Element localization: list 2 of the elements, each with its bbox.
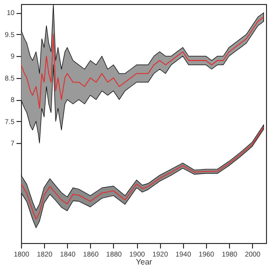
line-series <box>21 16 264 109</box>
x-axis-title: Year <box>136 258 152 266</box>
